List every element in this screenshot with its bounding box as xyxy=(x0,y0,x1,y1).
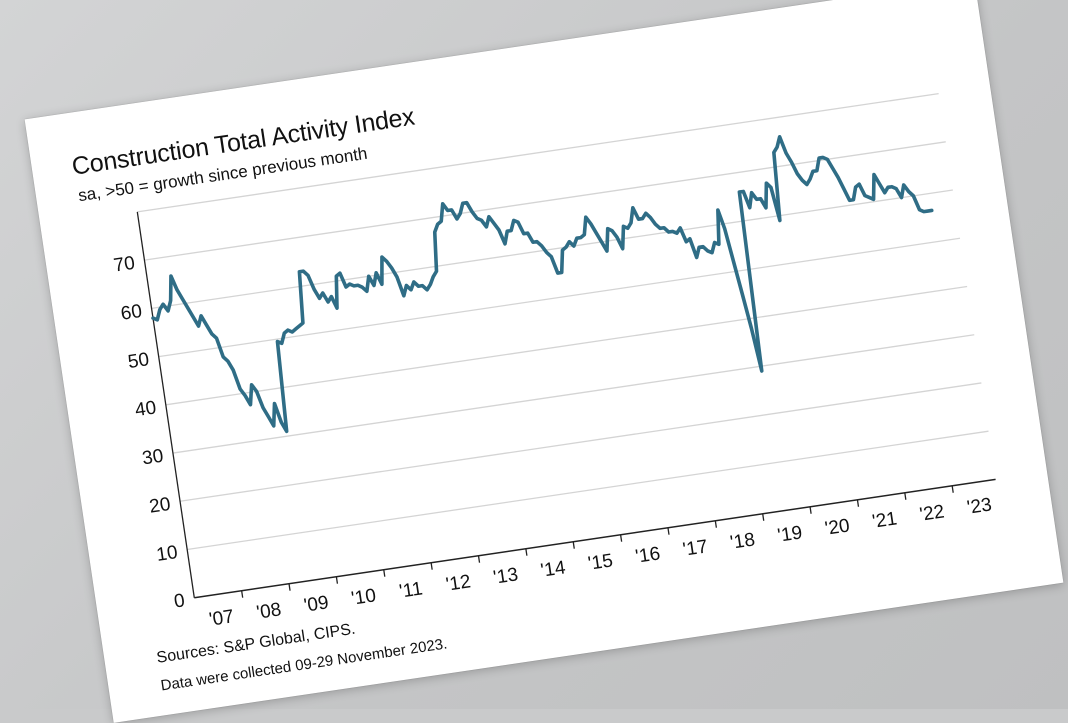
x-tick-label-2015: '15 xyxy=(587,550,615,574)
x-tick-2021 xyxy=(904,492,907,500)
x-tick-2022 xyxy=(951,485,954,493)
x-tick-2009 xyxy=(335,576,339,584)
x-tick-label-2021: '21 xyxy=(871,508,899,532)
y-axis-line xyxy=(136,211,195,598)
gridline-top xyxy=(137,92,939,213)
series-line-0 xyxy=(151,134,934,434)
x-tick-label-2018: '18 xyxy=(729,529,757,553)
x-tick-label-2022: '22 xyxy=(918,501,946,525)
gridline-30 xyxy=(172,334,975,454)
x-tick-label-2008: '08 xyxy=(255,599,283,623)
x-axis-baseline xyxy=(194,478,996,599)
gridline-10 xyxy=(187,430,989,551)
x-tick-2014 xyxy=(572,541,575,549)
y-tick-label-20: 20 xyxy=(148,494,172,518)
x-tick-label-2020: '20 xyxy=(824,515,852,539)
y-tick-label-0: 0 xyxy=(173,590,187,612)
y-tick-label-30: 30 xyxy=(141,446,165,470)
x-tick-label-2011: '11 xyxy=(398,578,424,602)
x-tick-label-2017: '17 xyxy=(681,536,709,560)
y-tick-label-10: 10 xyxy=(155,542,179,566)
x-tick-2020 xyxy=(856,499,860,507)
x-tick-label-2023: '23 xyxy=(966,494,994,518)
gridline-20 xyxy=(179,382,982,502)
gridline-40 xyxy=(165,285,968,406)
x-tick-2016 xyxy=(667,527,670,535)
x-tick-2007 xyxy=(241,590,244,598)
y-tick-label-70: 70 xyxy=(112,253,136,277)
x-tick-2017 xyxy=(714,520,718,528)
x-tick-label-2009: '09 xyxy=(303,592,331,616)
gridline-50 xyxy=(158,237,961,358)
x-tick-2008 xyxy=(288,583,291,591)
x-tick-label-2014: '14 xyxy=(539,557,567,581)
gridline-70 xyxy=(144,141,946,261)
chart-card: Construction Total Activity Index sa, >5… xyxy=(24,0,1064,723)
gridline-60 xyxy=(151,189,953,310)
x-tick-label-2019: '19 xyxy=(776,522,804,546)
x-tick-label-2016: '16 xyxy=(634,543,662,567)
x-tick-2013 xyxy=(525,548,528,556)
x-tick-2015 xyxy=(619,534,623,542)
x-axis: '07 '08 '09 '10 '11 '12 '13 '14 '15 '16 '17 '18 '19 '… xyxy=(136,211,996,631)
x-tick-label-2013: '13 xyxy=(492,564,520,588)
gridlines xyxy=(137,92,989,551)
x-tick-2018 xyxy=(762,513,765,521)
y-tick-label-60: 60 xyxy=(119,301,143,325)
series-group xyxy=(151,134,934,434)
x-tick-label-2012: '12 xyxy=(445,571,473,595)
x-tick-2011 xyxy=(430,562,433,570)
x-tick-2019 xyxy=(809,506,812,514)
y-axis-tick-labels: 0 10 20 30 40 50 60 70 xyxy=(112,253,187,613)
line-chart: 0 10 20 30 40 50 60 70 '07 '08 '09 '10 '11 '12 '13 '14… xyxy=(112,92,996,631)
x-tick-label-2010: '10 xyxy=(350,585,378,609)
y-tick-label-40: 40 xyxy=(134,397,158,421)
x-tick-label-2007: '07 xyxy=(208,606,236,630)
y-tick-label-50: 50 xyxy=(127,349,151,373)
x-tick-2012 xyxy=(477,555,481,563)
x-tick-2010 xyxy=(383,569,386,577)
